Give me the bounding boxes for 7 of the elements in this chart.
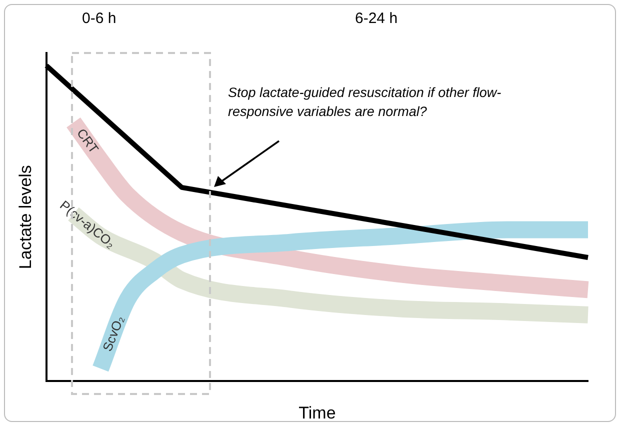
text: CRT — [74, 126, 102, 156]
text: ScvO₂ — [100, 314, 127, 354]
text: 0-6 h — [82, 10, 116, 27]
y-axis-title: Lactate levels — [16, 165, 35, 270]
text: 6-24 h — [355, 10, 398, 27]
annotation: Stop lactate-guided resuscitation if other flow-responsive variables are normal? — [228, 84, 502, 121]
x-axis-title: Time — [298, 403, 336, 422]
